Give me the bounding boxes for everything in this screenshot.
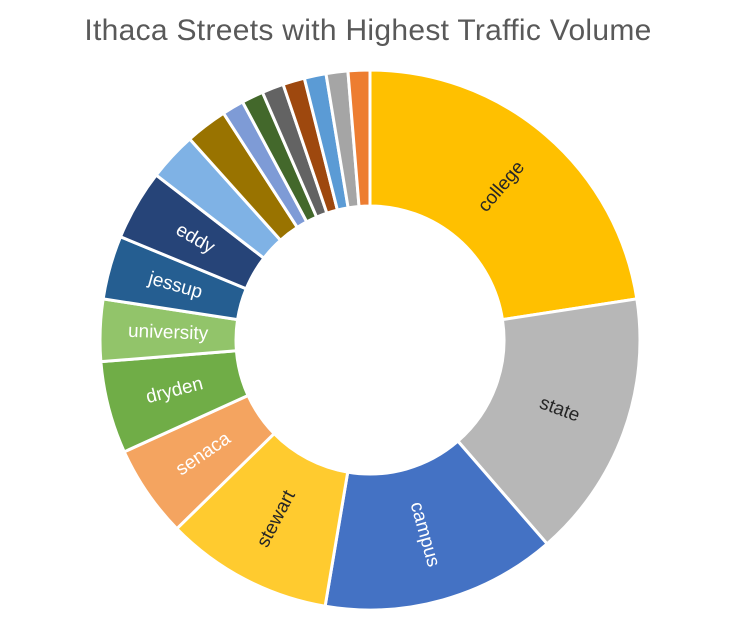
- slice-label-university: university: [128, 321, 209, 345]
- donut-slice-state: [455, 297, 642, 546]
- donut-slice-17: [346, 68, 372, 209]
- donut-slice-campus: [323, 439, 550, 612]
- chart-title: Ithaca Streets with Highest Traffic Volu…: [84, 14, 652, 47]
- donut-slice-college: [368, 68, 639, 322]
